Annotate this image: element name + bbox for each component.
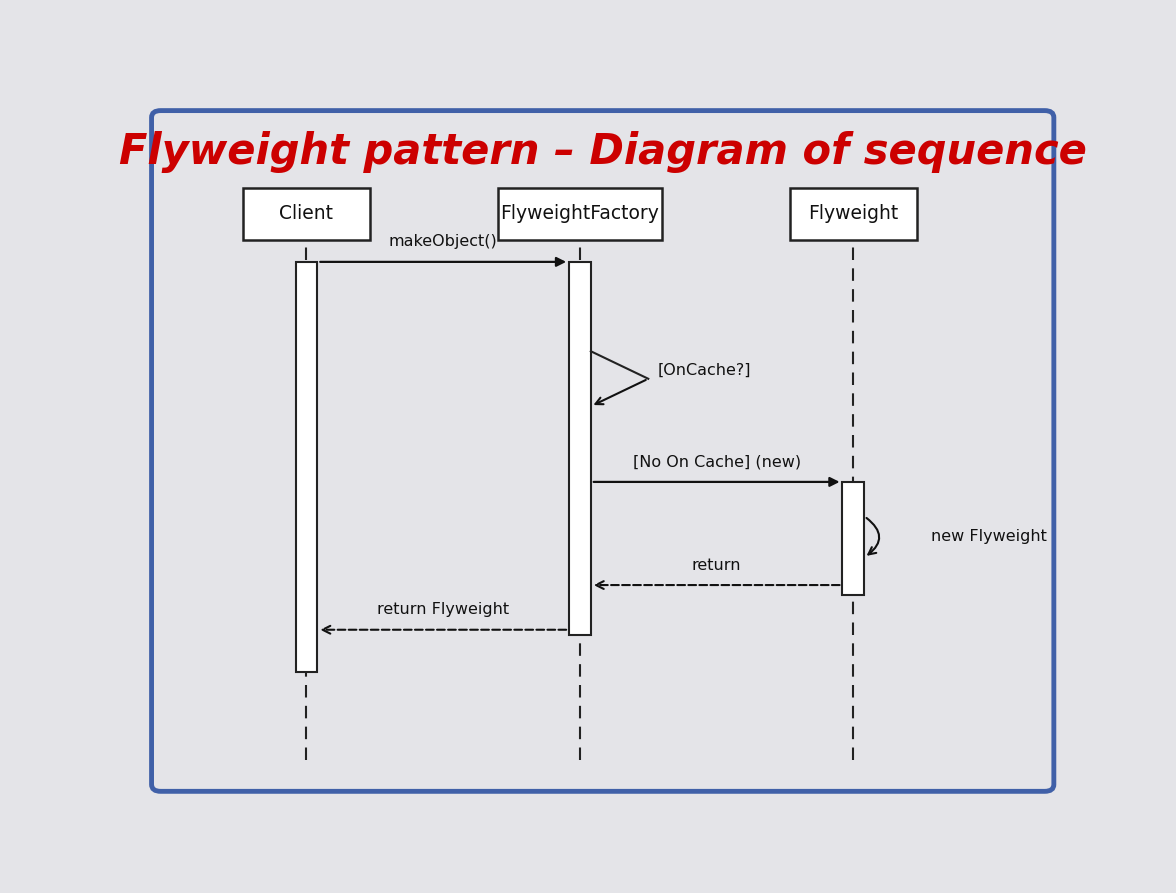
Bar — [295, 262, 318, 672]
Text: [OnCache?]: [OnCache?] — [657, 363, 751, 378]
Text: new Flyweight: new Flyweight — [931, 530, 1047, 545]
Text: Client: Client — [280, 204, 334, 223]
Bar — [242, 188, 370, 239]
Bar — [497, 188, 662, 239]
Bar — [842, 482, 864, 596]
Text: FlyweightFactory: FlyweightFactory — [501, 204, 660, 223]
FancyArrowPatch shape — [867, 518, 880, 555]
Text: [No On Cache] (new): [No On Cache] (new) — [633, 455, 801, 470]
Text: makeObject(): makeObject() — [389, 235, 497, 249]
Text: return: return — [691, 557, 741, 572]
Bar — [569, 262, 590, 635]
Text: return Flyweight: return Flyweight — [377, 603, 509, 617]
Text: Flyweight: Flyweight — [808, 204, 898, 223]
Bar — [789, 188, 917, 239]
Text: Flyweight pattern – Diagram of sequence: Flyweight pattern – Diagram of sequence — [119, 131, 1087, 173]
FancyBboxPatch shape — [152, 111, 1054, 791]
